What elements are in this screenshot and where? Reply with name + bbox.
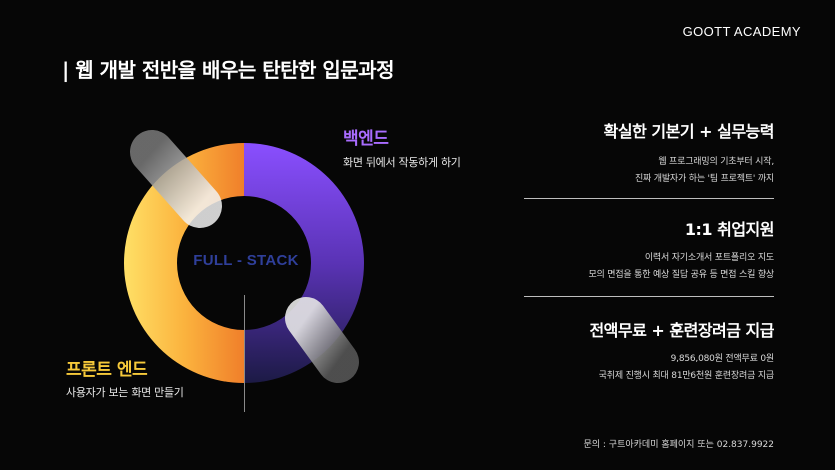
full-stack-label: FULL - STACK — [193, 252, 299, 269]
brand-logo: GOOTT ACADEMY — [682, 24, 801, 39]
bottom-capsule-shape — [285, 297, 359, 383]
frontend-subtitle: 사용자가 보는 화면 만들기 — [66, 386, 184, 399]
feature-line: 모의 면접을 통한 예상 질답 공유 등 면접 스킬 향상 — [588, 270, 774, 280]
divider-line — [244, 295, 245, 412]
feature-line: 국취제 진행시 최대 81만6천원 훈련장려금 지급 — [598, 371, 775, 381]
section-divider — [524, 198, 774, 199]
backend-subtitle: 화면 뒤에서 작동하게 하기 — [343, 156, 461, 169]
page-title: | 웹 개발 전반을 배우는 탄탄한 입문과정 — [62, 58, 394, 82]
feature-line: 9,856,080원 전액무료 0원 — [670, 354, 775, 364]
feature-block-basics: 확실한 기본기 + 실무능력 웹 프로그래밍의 기초부터 시작, 진짜 개발자가… — [524, 118, 775, 188]
feature-line: 이력서 자기소개서 포트폴리오 지도 — [644, 253, 774, 263]
section-divider — [524, 296, 774, 297]
feature-title: 전액무료 + 훈련장려금 지급 — [589, 321, 774, 340]
feature-block-free-tuition: 전액무료 + 훈련장려금 지급 9,856,080원 전액무료 0원 국취제 진… — [524, 317, 774, 385]
full-stack-ring-diagram — [124, 130, 364, 383]
backend-title: 백엔드 — [343, 129, 389, 149]
feature-block-job-support: 1:1 취업지원 이력서 자기소개서 포트폴리오 지도 모의 면접을 통한 예상… — [524, 216, 774, 284]
frontend-title: 프론트 엔드 — [66, 360, 148, 380]
top-capsule-shape — [130, 130, 222, 228]
feature-line: 웹 프로그래밍의 기초부터 시작, — [658, 157, 774, 167]
feature-title: 확실한 기본기 + 실무능력 — [603, 122, 775, 141]
contact-note: 문의 : 구트아카데미 홈페이지 또는 02.837.9922 — [583, 440, 774, 450]
feature-line: 진짜 개발자가 하는 '팀 프로젝트' 까지 — [634, 174, 774, 184]
feature-title: 1:1 취업지원 — [684, 220, 775, 239]
